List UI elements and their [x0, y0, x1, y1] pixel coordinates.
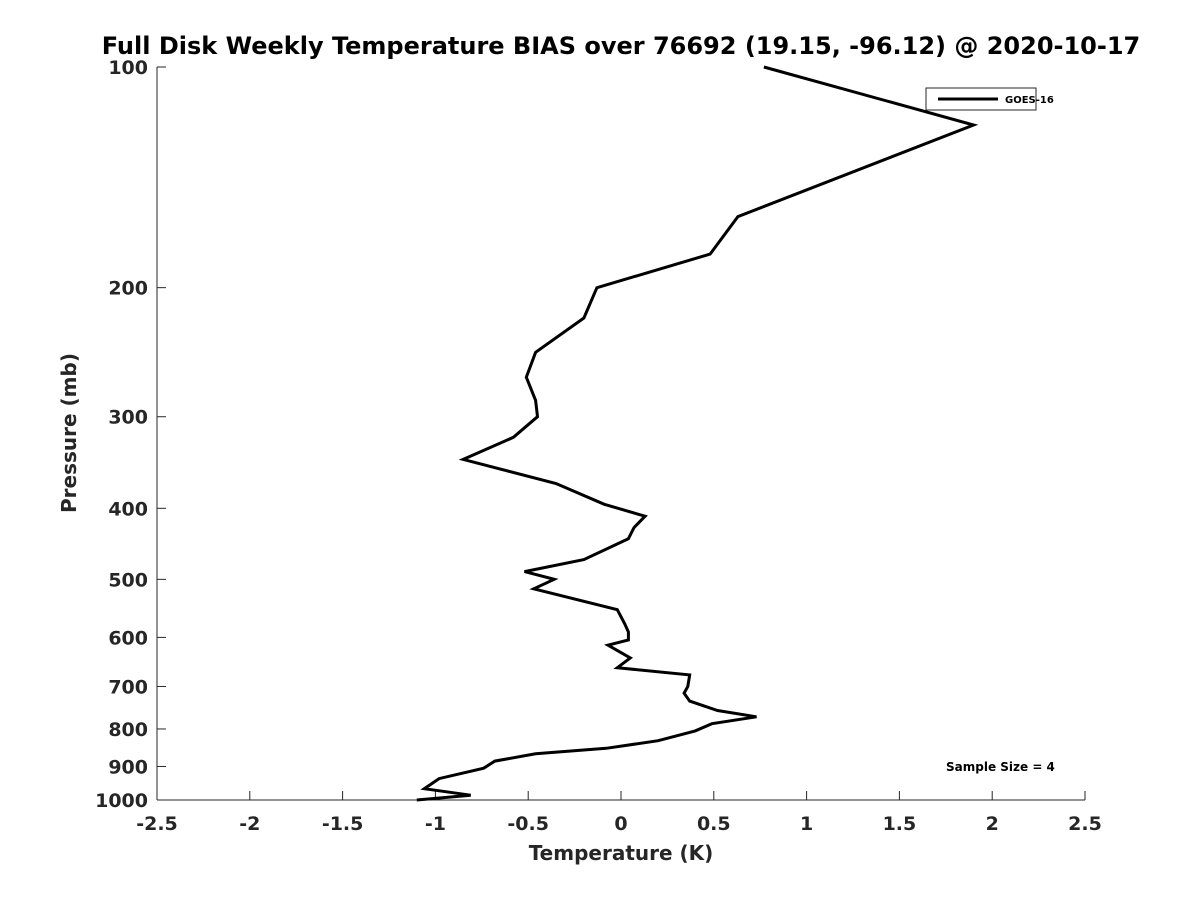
- x-tick-label: -2: [239, 813, 260, 835]
- legend: GOES-16: [925, 87, 1054, 111]
- x-tick-label: 1.5: [883, 813, 917, 835]
- sample-size-annotation: Sample Size = 4: [946, 760, 1055, 774]
- x-tick-label: 1: [800, 813, 813, 835]
- x-tick-label: -2.5: [136, 813, 178, 835]
- x-tick-label: 2.5: [1068, 813, 1102, 835]
- y-tick-label: 700: [108, 676, 148, 698]
- y-axis-label: Pressure (mb): [57, 353, 81, 513]
- y-tick-label: 100: [108, 57, 148, 79]
- y-tick-label: 1000: [95, 790, 148, 812]
- y-tick-label: 500: [108, 569, 148, 591]
- x-axis-ticks: -2.5 -2 -1.5 -1 -0.5 0 0.5 1 1.5 2 2.5: [136, 791, 1102, 835]
- x-tick-label: -0.5: [507, 813, 549, 835]
- y-tick-label: 200: [108, 278, 148, 300]
- series-line-goes16: [416, 65, 979, 802]
- x-tick-label: 2: [986, 813, 999, 835]
- y-tick-label: 800: [108, 719, 148, 741]
- y-tick-label: 600: [108, 627, 148, 649]
- legend-label-goes16: GOES-16: [1005, 95, 1054, 106]
- y-tick-label: 300: [108, 407, 148, 429]
- y-tick-label: 400: [108, 498, 148, 520]
- x-tick-label: 0: [614, 813, 627, 835]
- x-axis-label: Temperature (K): [529, 841, 714, 865]
- x-tick-label: 0.5: [697, 813, 731, 835]
- x-tick-label: -1.5: [322, 813, 364, 835]
- y-axis-ticks: 100 200 300 400 500 600 700 800 900 1000: [95, 57, 166, 812]
- y-tick-label: 900: [108, 756, 148, 778]
- chart-title: Full Disk Weekly Temperature BIAS over 7…: [102, 32, 1141, 60]
- x-tick-label: -1: [425, 813, 446, 835]
